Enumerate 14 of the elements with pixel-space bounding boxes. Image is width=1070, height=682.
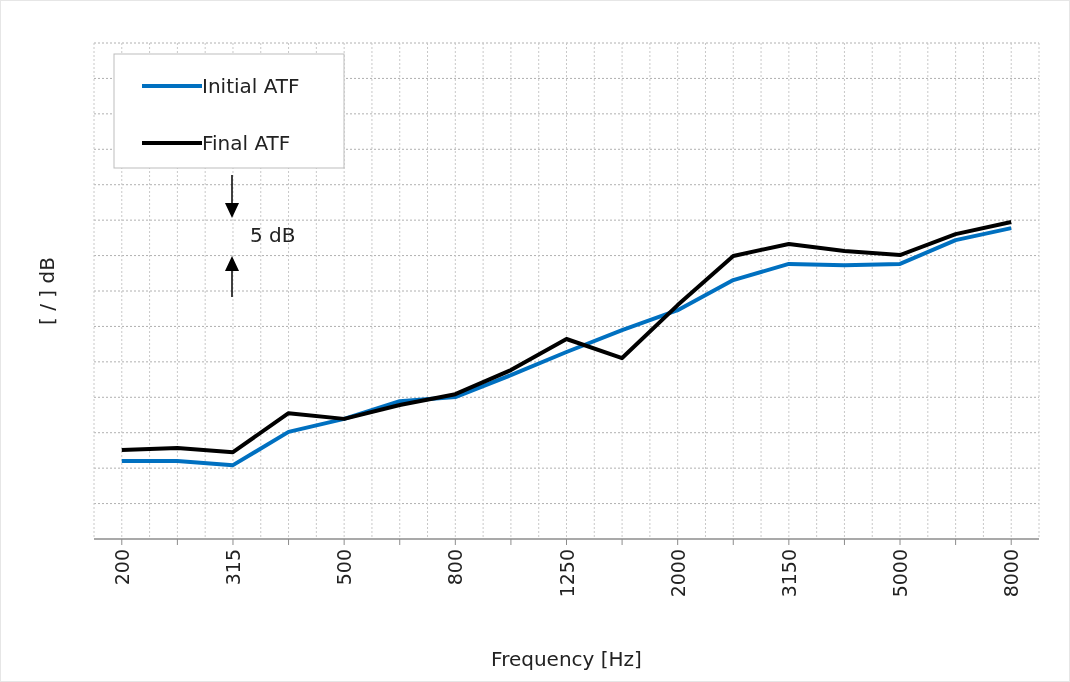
legend-label: Final ATF (202, 131, 291, 155)
x-tick-label: 800 (444, 549, 467, 586)
annotation: 5 dB (250, 223, 296, 247)
x-tick-label: 200 (110, 549, 133, 586)
legend-label: Initial ATF (202, 74, 300, 98)
x-tick-label: 1250 (555, 549, 578, 598)
x-tick-label: 5000 (889, 549, 912, 598)
y-axis-title: [ / ] dB (35, 257, 59, 325)
x-tick-label: 315 (221, 549, 244, 586)
x-tick-label: 3150 (777, 549, 800, 598)
x-tick-label: 500 (333, 549, 356, 586)
x-tick-label: 2000 (666, 549, 689, 598)
x-axis-title: Frequency [Hz] (491, 647, 642, 671)
x-tick-label: 8000 (1000, 549, 1023, 598)
